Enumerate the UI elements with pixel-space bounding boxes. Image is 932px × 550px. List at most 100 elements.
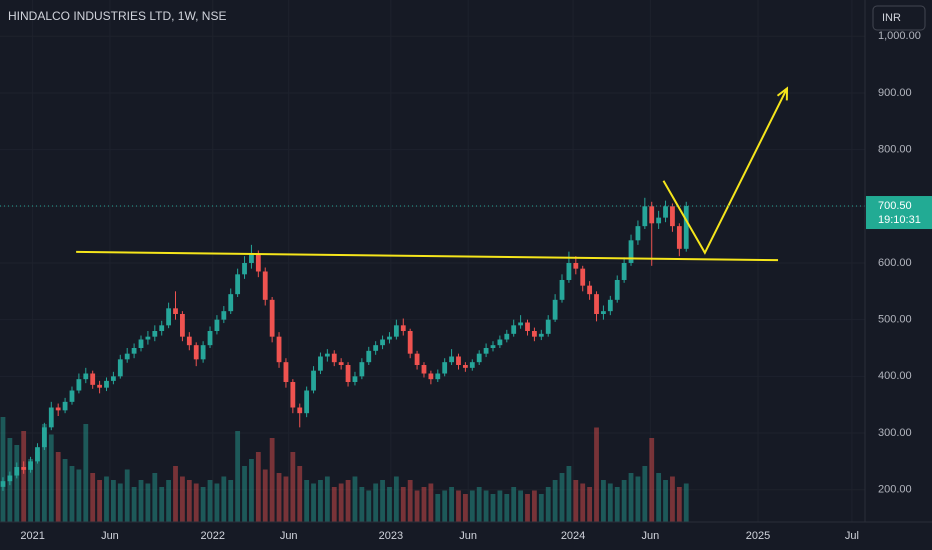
y-tick-label: 600.00	[878, 257, 912, 269]
y-tick-label: 500.00	[878, 314, 912, 326]
y-tick-label: 900.00	[878, 87, 912, 99]
candle-body	[138, 339, 144, 348]
volume-bar	[435, 494, 441, 522]
candle-body	[635, 226, 641, 241]
candle-body	[55, 407, 61, 411]
x-tick-label: Jun	[280, 530, 298, 542]
candle-body	[387, 336, 392, 340]
candle-body	[462, 365, 468, 368]
candle-body	[580, 268, 586, 286]
candle-body	[435, 373, 441, 380]
candle-body	[48, 407, 54, 428]
volume-bar	[207, 480, 213, 522]
y-tick-label: 300.00	[878, 427, 912, 439]
volume-bar	[642, 466, 648, 522]
currency-button[interactable]: INR	[872, 5, 926, 31]
volume-bar	[297, 466, 303, 522]
volume-bar	[186, 480, 192, 522]
candle-body	[352, 376, 358, 383]
chart-title: HINDALCO INDUSTRIES LTD, 1W, NSE	[8, 9, 226, 23]
volume-bar	[518, 490, 524, 522]
volume-bar	[656, 473, 662, 522]
volume-bar	[35, 452, 40, 522]
candle-body	[124, 353, 130, 360]
volume-bar	[683, 483, 689, 522]
candle-body	[62, 401, 68, 411]
x-tick-label: 2024	[561, 530, 585, 542]
volume-bar	[200, 487, 206, 522]
volume-bar	[104, 476, 109, 522]
candle-body	[14, 467, 20, 476]
candle-body	[166, 308, 172, 326]
candle-body	[656, 217, 662, 224]
volume-bar	[580, 483, 586, 522]
volume-bar	[62, 459, 68, 522]
candle-body	[607, 299, 613, 312]
x-tick-label: Jun	[101, 530, 119, 542]
candle-body	[490, 345, 496, 348]
volume-bar	[283, 476, 289, 522]
candle-body	[186, 336, 192, 346]
candle-body	[476, 353, 482, 363]
x-tick-label: 2023	[379, 530, 403, 542]
candle-body	[283, 362, 289, 383]
candle-body	[518, 322, 524, 326]
drawing-line	[76, 250, 779, 262]
volume-bar	[21, 431, 27, 522]
candle-body	[276, 336, 282, 363]
volume-bar	[41, 424, 47, 522]
candle-body	[525, 322, 530, 331]
volume-bar	[504, 494, 510, 522]
candle-body	[601, 311, 606, 314]
candle-body	[359, 362, 365, 377]
candle-body	[110, 376, 116, 381]
candle-body	[180, 313, 185, 337]
candle-body	[594, 294, 599, 314]
volume-bar	[456, 490, 461, 522]
candle-body	[255, 254, 261, 272]
candle-body	[373, 345, 379, 351]
candle-body	[428, 373, 434, 380]
candle-body	[552, 299, 558, 320]
volume-bar	[442, 490, 448, 522]
volume-bar	[511, 487, 517, 522]
candle-body	[324, 353, 330, 357]
volume-bar	[131, 487, 137, 522]
candle-body	[670, 206, 675, 227]
candle-body	[207, 330, 213, 346]
x-tick-label: Jul	[845, 530, 859, 542]
y-tick-label: 1,000.00	[878, 30, 921, 42]
candle-body	[117, 359, 123, 377]
candle-body	[483, 348, 489, 354]
volume-bar	[676, 487, 682, 522]
volume-bar	[276, 473, 282, 522]
volume-bar	[324, 476, 330, 522]
volume-bar	[607, 483, 613, 522]
volume-bar	[387, 487, 392, 522]
currency-label[interactable]: INR	[882, 12, 901, 24]
volume-bar	[345, 480, 351, 522]
volume-bar	[462, 494, 468, 522]
candle-body	[497, 339, 503, 346]
candle-body	[400, 325, 406, 331]
volume-bar	[525, 494, 530, 522]
volume-bar	[152, 473, 158, 522]
candle-body	[559, 279, 565, 300]
candle-body	[683, 206, 689, 249]
candle-body	[297, 407, 303, 414]
volume-bar	[380, 480, 385, 522]
candle-body	[587, 285, 593, 295]
volume-bar	[614, 487, 620, 522]
candle-body	[242, 262, 247, 275]
volume-bar	[76, 469, 82, 522]
candle-body	[311, 370, 316, 391]
candle-body	[76, 379, 82, 391]
volume-bar	[414, 490, 420, 522]
volume-bar	[242, 466, 247, 522]
volume-bar	[566, 466, 572, 522]
volume-bar	[601, 480, 606, 522]
volume-bar	[421, 487, 427, 522]
currency-button-frame[interactable]	[872, 5, 926, 31]
x-tick-label: 2022	[201, 530, 225, 542]
candle-body	[449, 356, 454, 363]
